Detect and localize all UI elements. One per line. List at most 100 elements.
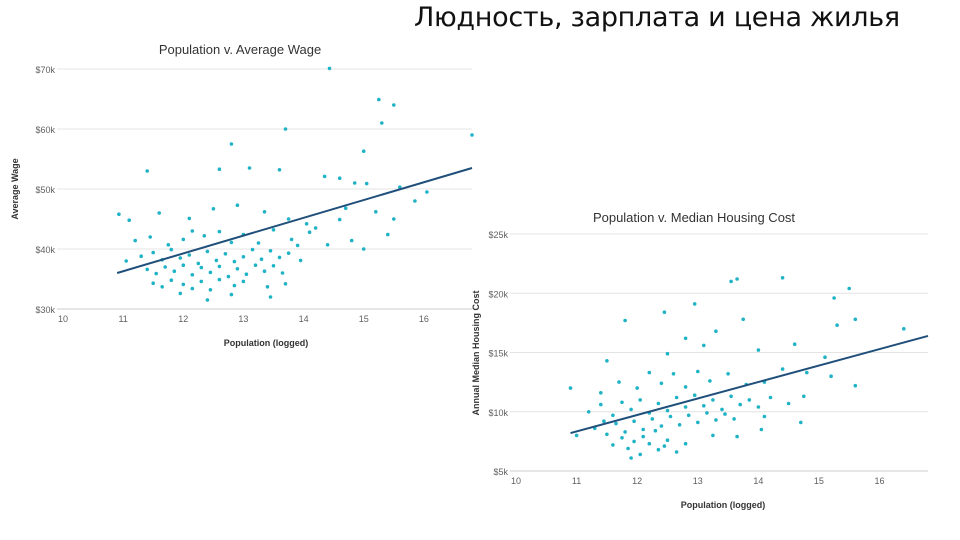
data-point: [229, 240, 234, 245]
data-point: [229, 292, 234, 297]
data-point: [169, 247, 174, 252]
data-point: [217, 277, 222, 282]
chart-title: Population v. Average Wage: [159, 42, 321, 57]
data-point: [117, 212, 121, 216]
data-point: [638, 398, 642, 402]
chart-title: Population v. Median Housing Cost: [593, 210, 795, 225]
data-point: [729, 279, 733, 284]
data-point: [780, 276, 785, 280]
data-point: [244, 272, 249, 276]
data-point: [726, 372, 730, 376]
data-point: [470, 133, 474, 137]
data-point: [190, 229, 195, 233]
data-point: [732, 417, 736, 421]
data-point: [253, 263, 258, 267]
y-tick-label: $40k: [35, 245, 55, 255]
data-point: [708, 379, 712, 383]
data-point: [250, 247, 255, 252]
data-point: [853, 383, 858, 388]
data-point: [762, 414, 767, 419]
data-point: [677, 423, 682, 427]
x-tick-label: 10: [58, 314, 68, 324]
x-tick-label: 10: [511, 476, 521, 486]
data-point: [735, 277, 739, 281]
data-point: [702, 343, 706, 348]
data-point: [668, 414, 673, 419]
data-point: [711, 398, 715, 402]
data-point: [313, 226, 318, 230]
data-point: [169, 278, 174, 282]
y-tick-label: $70k: [35, 65, 55, 75]
data-point: [720, 407, 724, 412]
data-point: [172, 269, 177, 273]
data-point: [283, 127, 288, 131]
data-point: [199, 279, 204, 284]
data-point: [208, 270, 213, 275]
data-point: [586, 410, 591, 414]
data-point: [217, 229, 222, 234]
data-point: [665, 438, 670, 442]
data-point: [611, 413, 615, 418]
data-point: [352, 181, 357, 185]
data-point: [756, 405, 761, 409]
data-point: [256, 241, 261, 245]
data-point: [599, 391, 603, 395]
data-point: [832, 296, 836, 300]
y-tick-label: $60k: [35, 125, 55, 135]
housing-cost-scatter-chart: $5k $10k $15k $20k $25k 10 11 12 13 14 15 16 Populat…: [471, 210, 929, 510]
data-point: [277, 255, 282, 260]
data-point: [683, 441, 688, 446]
data-point: [268, 295, 273, 299]
data-point: [133, 238, 137, 243]
data-point: [696, 369, 700, 374]
data-point: [768, 395, 773, 400]
data-point: [241, 255, 246, 259]
data-point: [148, 235, 152, 239]
data-point: [223, 252, 228, 256]
data-point: [127, 218, 131, 222]
data-point: [208, 288, 213, 292]
data-point: [802, 394, 806, 399]
data-point: [377, 97, 381, 102]
data-point: [211, 207, 216, 211]
data-point: [620, 400, 624, 405]
data-point: [190, 286, 195, 291]
data-point: [145, 169, 149, 173]
x-tick-label: 13: [238, 314, 248, 324]
data-point: [241, 279, 246, 284]
data-point: [611, 443, 615, 447]
data-point: [205, 298, 210, 302]
data-point: [653, 428, 658, 433]
data-point: [392, 217, 396, 221]
data-point: [205, 249, 210, 254]
data-point: [214, 258, 219, 263]
data-point: [343, 206, 348, 210]
data-point: [425, 190, 429, 194]
data-point: [711, 433, 715, 438]
data-point: [262, 210, 267, 214]
data-point: [629, 407, 633, 412]
y-tick-label: $30k: [35, 305, 55, 315]
data-point: [692, 393, 697, 397]
y-tick-label: $20k: [488, 289, 508, 299]
data-point: [799, 420, 803, 425]
data-point: [259, 257, 264, 261]
data-point: [154, 271, 158, 276]
slide-title: Людность, зарплата и цена жилья: [414, 2, 900, 33]
data-point: [805, 370, 809, 375]
data-point: [295, 243, 300, 248]
data-point: [187, 216, 192, 221]
data-point: [747, 398, 752, 402]
data-point: [413, 199, 417, 203]
data-point: [632, 419, 636, 423]
data-point: [235, 267, 240, 271]
data-point: [280, 271, 285, 275]
data-point: [599, 402, 603, 407]
data-point: [686, 413, 691, 418]
data-point: [835, 323, 839, 327]
data-point: [277, 168, 282, 172]
data-point: [683, 385, 688, 389]
data-point: [196, 261, 201, 266]
data-point: [647, 370, 652, 375]
data-point: [337, 176, 342, 180]
